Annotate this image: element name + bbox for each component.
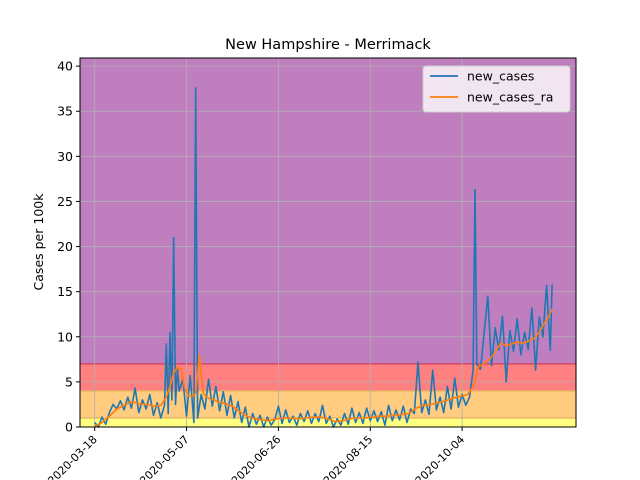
x-axis-ticks: 2020-03-18 2020-05-07 2020-06-26 2020-08-15… bbox=[45, 427, 467, 480]
y-axis-ticks: 0 5 10 15 20 25 30 35 40 bbox=[57, 59, 80, 435]
y-tick-label: 20 bbox=[57, 239, 73, 254]
plot-frame bbox=[79, 57, 577, 428]
y-tick-label: 30 bbox=[57, 149, 73, 164]
background-bands bbox=[80, 58, 576, 427]
chart-title: New Hampshire - Merrimack bbox=[225, 37, 431, 53]
y-tick-label: 5 bbox=[65, 374, 73, 389]
x-tick-label: 2020-03-18 bbox=[45, 433, 99, 480]
series-lines bbox=[94, 87, 553, 428]
y-tick-label: 0 bbox=[65, 420, 73, 435]
x-tick-label: 2020-10-04 bbox=[413, 433, 467, 480]
series-line-new-cases-ra bbox=[94, 308, 553, 427]
band-2 bbox=[80, 363, 576, 391]
legend: new_cases new_cases_ra bbox=[422, 65, 571, 113]
x-tick-label: 2020-08-15 bbox=[321, 433, 375, 480]
legend-label-new-cases-ra: new_cases_ra bbox=[467, 90, 553, 105]
y-tick-label: 15 bbox=[57, 284, 73, 299]
legend-box bbox=[422, 65, 571, 113]
x-tick-label: 2020-05-07 bbox=[137, 433, 191, 480]
y-tick-label: 25 bbox=[57, 194, 73, 209]
y-tick-label: 35 bbox=[57, 104, 73, 119]
legend-label-new-cases: new_cases bbox=[467, 69, 534, 84]
y-tick-label: 10 bbox=[57, 329, 73, 344]
x-tick-label: 2020-06-26 bbox=[229, 433, 283, 480]
y-axis-label: Cases per 100k bbox=[31, 193, 46, 291]
band-0 bbox=[80, 417, 576, 427]
y-tick-label: 40 bbox=[57, 59, 73, 74]
